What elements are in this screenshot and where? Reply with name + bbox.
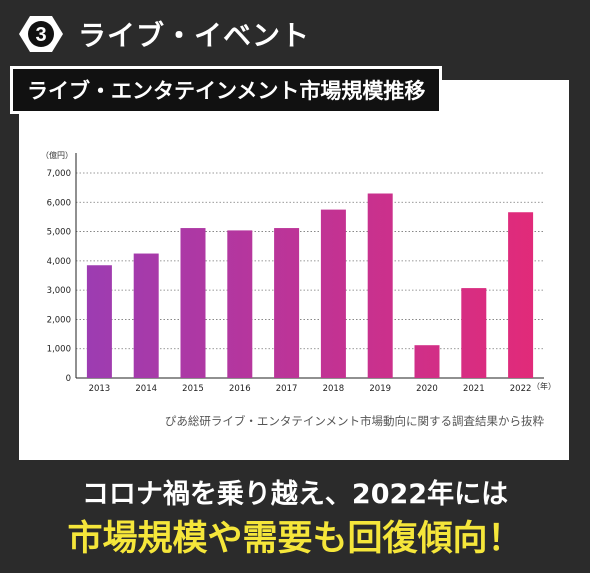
- y-tick-label: 0: [66, 374, 71, 384]
- x-tick-label-2019: 2019: [369, 384, 391, 394]
- bar-2019: [367, 193, 393, 378]
- bar-2021: [461, 288, 487, 378]
- x-tick-label-2016: 2016: [229, 384, 251, 394]
- y-axis-label: （億円）: [41, 150, 73, 160]
- x-axis-label: （年）: [532, 381, 556, 391]
- caption-line-2: 市場規模や需要も回復傾向！: [67, 519, 523, 559]
- x-tick-label-2018: 2018: [323, 384, 345, 394]
- bar-2018: [320, 209, 346, 378]
- section-header: 3 ライブ・イベント: [18, 14, 310, 54]
- bar-2020: [414, 345, 440, 378]
- y-tick-label: 4,000: [47, 257, 71, 267]
- x-tick-label-2014: 2014: [135, 384, 157, 394]
- x-tick-label-2015: 2015: [182, 384, 204, 394]
- y-tick-label: 6,000: [47, 198, 71, 208]
- bar-2013: [86, 265, 112, 378]
- y-tick-label: 5,000: [47, 228, 71, 238]
- section-title: ライブ・イベント: [78, 19, 311, 52]
- bar-2015: [180, 228, 206, 378]
- caption-line-1: コロナ禍を乗り越え、2022年には: [81, 479, 509, 510]
- source-note: ぴあ総研ライブ・エンタテインメント市場動向に関する調査結果から抜粋: [164, 414, 544, 428]
- section-number-badge: 3: [18, 14, 64, 54]
- x-tick-label-2022: 2022: [510, 384, 532, 394]
- bar-2014: [133, 253, 159, 378]
- bar-2016: [227, 230, 253, 378]
- x-tick-label-2013: 2013: [89, 384, 111, 394]
- x-tick-label-2020: 2020: [416, 384, 438, 394]
- x-tick-label-2021: 2021: [463, 384, 485, 394]
- y-tick-label: 2,000: [47, 315, 71, 325]
- section-number: 3: [35, 24, 46, 46]
- y-tick-label: 1,000: [47, 345, 71, 355]
- x-tick-label-2017: 2017: [276, 384, 298, 394]
- y-tick-label: 7,000: [47, 169, 71, 179]
- bar-2022: [508, 212, 534, 378]
- bar-chart: （億円） 0 1,000 2,000 3,000 4,000 5,000 6,000 7,00…: [41, 150, 556, 394]
- y-tick-label: 3,000: [47, 286, 71, 296]
- chart-title: ライブ・エンタテインメント市場規模推移: [10, 66, 443, 114]
- bar-2017: [274, 228, 300, 378]
